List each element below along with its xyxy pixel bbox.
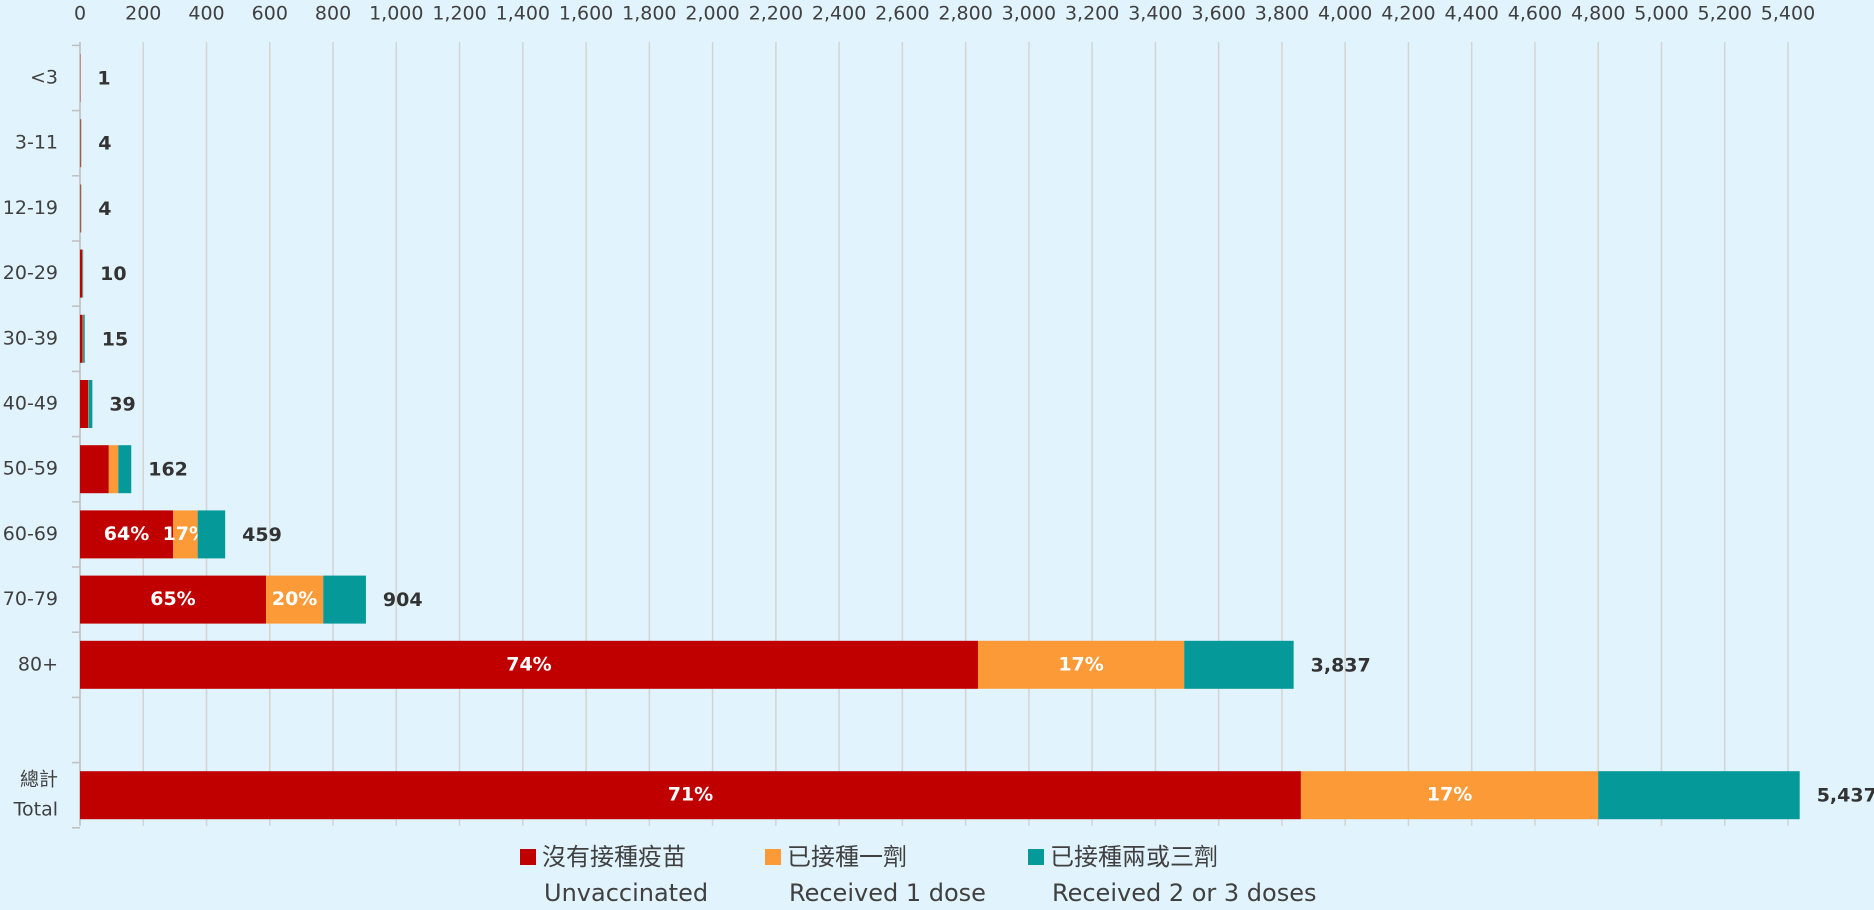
x-tick-label: 2,200 xyxy=(749,3,803,25)
x-tick-label: 2,400 xyxy=(812,3,866,25)
x-tick-label: 5,200 xyxy=(1698,3,1752,25)
y-tick-label: 70-79 xyxy=(3,588,58,610)
bar-segment xyxy=(323,575,366,624)
x-tick-label: 1,000 xyxy=(369,3,423,25)
segment-label: 65% xyxy=(150,588,195,610)
x-tick-label: 0 xyxy=(74,3,86,25)
total-label: 4 xyxy=(98,133,111,155)
bar-segment xyxy=(1598,771,1800,820)
bar-segment xyxy=(83,314,85,363)
legend-label: 已接種兩或三劑 xyxy=(1050,843,1218,871)
x-tick-label: 4,200 xyxy=(1381,3,1435,25)
y-tick-label: 12-19 xyxy=(3,197,58,219)
bar-segment xyxy=(80,771,1301,820)
legend-label: Unvaccinated xyxy=(544,879,708,907)
x-tick-label: 5,400 xyxy=(1761,3,1815,25)
bar-segment xyxy=(1184,640,1294,689)
legend-swatch xyxy=(1028,849,1044,865)
bar-segment xyxy=(172,510,198,559)
total-label: 5,437 xyxy=(1817,785,1874,807)
y-tick-label: 30-39 xyxy=(3,327,58,349)
x-tick-label: 1,400 xyxy=(496,3,550,25)
bar-segment xyxy=(80,575,266,624)
bar-segment xyxy=(977,640,1185,689)
x-tick-label: 400 xyxy=(188,3,224,25)
total-label: 39 xyxy=(109,394,135,416)
x-tick-label: 3,600 xyxy=(1191,3,1245,25)
segment-label: 74% xyxy=(506,653,551,675)
total-label: 15 xyxy=(102,328,128,350)
bar-segment xyxy=(108,445,119,494)
bar-segment xyxy=(82,249,84,298)
bar-segment xyxy=(80,249,83,298)
x-tick-label: 600 xyxy=(252,3,288,25)
bar-segment xyxy=(80,510,173,559)
legend-label: 已接種一劑 xyxy=(787,843,907,871)
bar-segment xyxy=(118,445,132,494)
x-tick-label: 4,800 xyxy=(1571,3,1625,25)
x-tick-label: 2,600 xyxy=(875,3,929,25)
x-tick-label: 5,000 xyxy=(1634,3,1688,25)
x-tick-label: 3,800 xyxy=(1255,3,1309,25)
y-tick-label: 50-59 xyxy=(3,458,58,480)
bar-segment xyxy=(1300,771,1599,820)
total-label: 4 xyxy=(98,198,111,220)
legend-label: Received 2 or 3 doses xyxy=(1052,879,1317,907)
legend-swatch xyxy=(520,849,536,865)
x-tick-label: 1,200 xyxy=(432,3,486,25)
segment-label: 17% xyxy=(163,523,208,545)
x-tick-label: 4,000 xyxy=(1318,3,1372,25)
x-tick-label: 3,000 xyxy=(1002,3,1056,25)
y-tick-label: 60-69 xyxy=(3,523,58,545)
x-tick-label: 800 xyxy=(315,3,351,25)
segment-label: 17% xyxy=(1427,784,1472,806)
x-tick-label: 3,200 xyxy=(1065,3,1119,25)
bar-segment xyxy=(265,575,324,624)
x-tick-label: 1,600 xyxy=(559,3,613,25)
total-label: 459 xyxy=(242,524,282,546)
y-tick-label: 40-49 xyxy=(3,393,58,415)
y-tick-label: 總計 xyxy=(20,769,58,791)
y-tick-label: 3-11 xyxy=(15,132,58,154)
bar-segment xyxy=(80,380,89,428)
segment-label: 17% xyxy=(1058,653,1103,675)
bar-segment xyxy=(82,314,84,363)
bar-segment xyxy=(197,510,226,559)
x-tick-label: 1,800 xyxy=(622,3,676,25)
total-label: 162 xyxy=(148,459,188,481)
legend-label: 沒有接種疫苗 xyxy=(542,843,686,871)
segment-label: 20% xyxy=(272,588,317,610)
bar-segment xyxy=(80,445,109,494)
bar-segment xyxy=(80,640,978,689)
y-tick-label: Total xyxy=(13,799,58,821)
total-label: 1 xyxy=(97,68,110,90)
bar-segment xyxy=(80,314,83,363)
y-tick-label: 20-29 xyxy=(3,262,58,284)
segment-label: 71% xyxy=(668,784,713,806)
x-tick-label: 200 xyxy=(125,3,161,25)
segment-label: 64% xyxy=(104,523,149,545)
y-tick-label: 80+ xyxy=(18,653,58,675)
legend-swatch xyxy=(765,849,781,865)
bar-segment xyxy=(80,119,81,168)
x-tick-label: 4,600 xyxy=(1508,3,1562,25)
bar-segment xyxy=(88,380,93,428)
x-tick-label: 2,800 xyxy=(938,3,992,25)
x-tick-label: 3,400 xyxy=(1128,3,1182,25)
legend-label: Received 1 dose xyxy=(789,879,986,907)
bar-segment xyxy=(80,184,81,233)
y-tick-label: <3 xyxy=(30,67,58,89)
x-tick-label: 2,000 xyxy=(685,3,739,25)
x-tick-label: 4,400 xyxy=(1445,3,1499,25)
total-label: 10 xyxy=(100,263,126,285)
total-label: 904 xyxy=(383,589,423,611)
total-label: 3,837 xyxy=(1311,654,1371,676)
